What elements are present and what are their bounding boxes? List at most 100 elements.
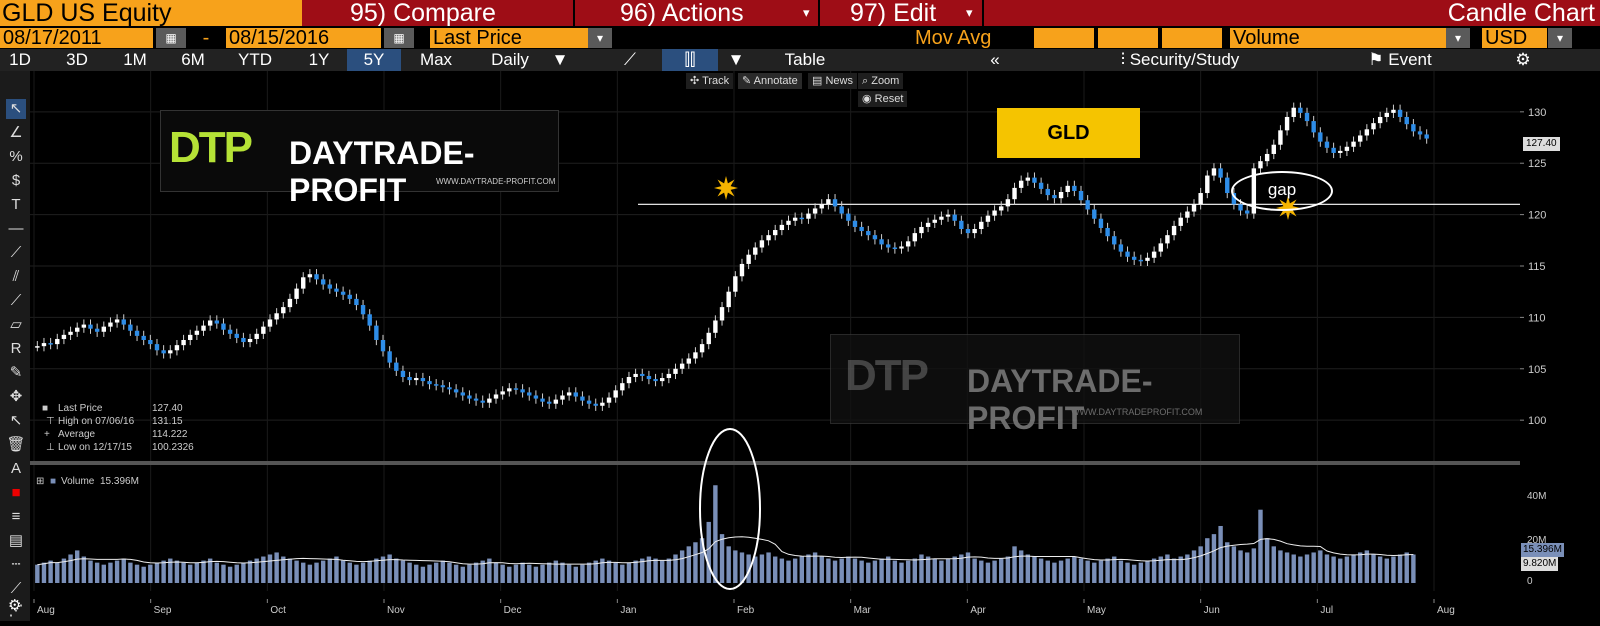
edit-button[interactable]: 97) Edit	[850, 0, 937, 27]
horizontal-line-icon[interactable]: —	[8, 220, 24, 237]
select-icon[interactable]: ↖	[9, 412, 23, 429]
candle	[660, 372, 665, 387]
chevron-down-icon[interactable]: ▾	[966, 5, 973, 20]
candle	[194, 325, 200, 340]
period-3d[interactable]: 3D	[66, 50, 88, 69]
currency-select[interactable]: USD	[1482, 28, 1547, 48]
volume-bar	[959, 554, 964, 583]
calendar-icon[interactable]: ▦	[384, 28, 414, 48]
volume-bar	[433, 562, 439, 583]
expand-icon[interactable]: ⊞	[36, 476, 45, 487]
mov-avg-input[interactable]	[1098, 28, 1158, 48]
period-1m[interactable]: 1M	[123, 50, 147, 69]
zoom-tool[interactable]: ⌕ Zoom	[858, 73, 904, 89]
gear-icon[interactable]: ⚙	[1515, 50, 1531, 69]
line-chart-icon[interactable]: ⟋	[624, 50, 636, 69]
annotate-tool[interactable]: ✎ Annotate	[738, 73, 802, 89]
color-icon[interactable]: ■	[11, 484, 21, 501]
ticker-field[interactable]: GLD US Equity	[0, 0, 302, 26]
track-tool[interactable]: ✣ Track	[686, 73, 734, 89]
start-date-field[interactable]: 08/17/2011	[0, 28, 153, 48]
fill-icon[interactable]: ⋰	[8, 602, 24, 619]
magnet-icon[interactable]: ⟋	[10, 580, 22, 597]
candle-body	[560, 395, 565, 400]
trendline-icon[interactable]: ⟋	[10, 244, 22, 261]
candle	[75, 322, 80, 337]
volume-bar	[773, 556, 778, 583]
mov-avg-input[interactable]	[1162, 28, 1222, 48]
volume-bar	[1291, 554, 1296, 583]
dash-icon[interactable]: ┄	[11, 556, 21, 573]
news-tool[interactable]: ▤ News	[808, 73, 857, 89]
period-5y[interactable]: 5Y	[347, 49, 401, 71]
candle-body	[806, 213, 811, 219]
frequency-select[interactable]: Daily	[491, 50, 529, 69]
candle	[753, 242, 758, 260]
rewind-icon[interactable]: «	[990, 50, 1000, 69]
parallel-icon[interactable]: ▱	[10, 316, 22, 333]
chevron-down-icon[interactable]: ▼	[727, 50, 745, 69]
line-style-icon[interactable]: ▤	[8, 532, 24, 549]
percent-tool-icon[interactable]: %	[9, 148, 23, 165]
logo-url: WWW.DAYTRADE-PROFIT.COM	[436, 177, 556, 186]
volume-bar	[440, 560, 446, 583]
candle-chart-icon[interactable]: ⫿⫿	[662, 49, 718, 71]
period-1y[interactable]: 1Y	[308, 50, 330, 69]
chevron-down-icon[interactable]: ▾	[1548, 28, 1572, 48]
line-tool-icon[interactable]: ∠	[9, 124, 23, 141]
volume-bar	[706, 521, 711, 583]
pencil-icon[interactable]: ✎	[9, 364, 23, 381]
reset-tool[interactable]: ◉ Reset	[858, 91, 908, 107]
font-icon[interactable]: A	[10, 460, 21, 477]
candle	[334, 283, 339, 297]
candle	[726, 286, 731, 313]
table-button[interactable]: Table	[784, 50, 826, 69]
period-1d[interactable]: 1D	[9, 50, 31, 69]
settings-icon[interactable]: ⚙	[8, 597, 22, 614]
period-max[interactable]: Max	[419, 50, 453, 69]
chevron-down-icon[interactable]: ▼	[551, 50, 569, 69]
candle	[267, 314, 273, 332]
end-date-field[interactable]: 08/15/2016	[226, 28, 381, 48]
volume-bar	[613, 562, 618, 583]
retracement-icon[interactable]: R	[10, 340, 22, 357]
volume-bar	[1171, 558, 1177, 583]
channel-icon[interactable]: ⫽	[12, 268, 20, 285]
candle-body	[580, 396, 585, 401]
volume-bar	[301, 562, 306, 583]
volume-bar	[48, 560, 53, 583]
dollar-tool-icon[interactable]: $	[11, 172, 21, 189]
volume-bar	[540, 564, 545, 583]
period-ytd[interactable]: YTD	[238, 50, 272, 69]
volume-bar	[201, 560, 206, 583]
candle	[294, 283, 299, 305]
chevron-down-icon[interactable]: ▾	[803, 5, 810, 20]
volume-bar	[600, 558, 605, 583]
line-width-icon[interactable]: ≡	[11, 508, 21, 525]
candle-body	[779, 224, 785, 231]
mov-avg-input[interactable]	[1034, 28, 1094, 48]
calendar-icon[interactable]: ▦	[156, 28, 186, 48]
spike-star-icon	[714, 176, 738, 200]
security-study-button[interactable]: ⫶ Security/Study	[1080, 49, 1280, 71]
candle	[1218, 163, 1223, 183]
chevron-down-icon[interactable]: ▾	[1446, 28, 1470, 48]
move-icon[interactable]: ✥	[9, 388, 23, 405]
text-tool-icon[interactable]: T	[11, 196, 21, 213]
trash-icon[interactable]: 🗑	[6, 436, 26, 453]
logo-name: DAYTRADE-PROFIT	[967, 363, 1153, 436]
candle-body	[507, 388, 512, 392]
cursor-icon[interactable]: ↖	[6, 99, 26, 119]
compare-button[interactable]: 95) Compare	[350, 0, 496, 27]
period-6m[interactable]: 6M	[181, 50, 205, 69]
candle-body	[1238, 204, 1243, 211]
chevron-down-icon[interactable]: ▾	[588, 28, 612, 48]
mov-avg-label[interactable]: Mov Avg	[915, 27, 992, 49]
volume-bar	[546, 562, 552, 583]
event-button[interactable]: ⚑ Event	[1345, 49, 1455, 71]
volume-select[interactable]: Volume	[1230, 28, 1446, 48]
ray-icon[interactable]: ⟋	[10, 292, 22, 309]
price-field-select[interactable]: Last Price	[430, 28, 588, 48]
candle	[527, 387, 532, 401]
actions-button[interactable]: 96) Actions	[620, 0, 744, 27]
